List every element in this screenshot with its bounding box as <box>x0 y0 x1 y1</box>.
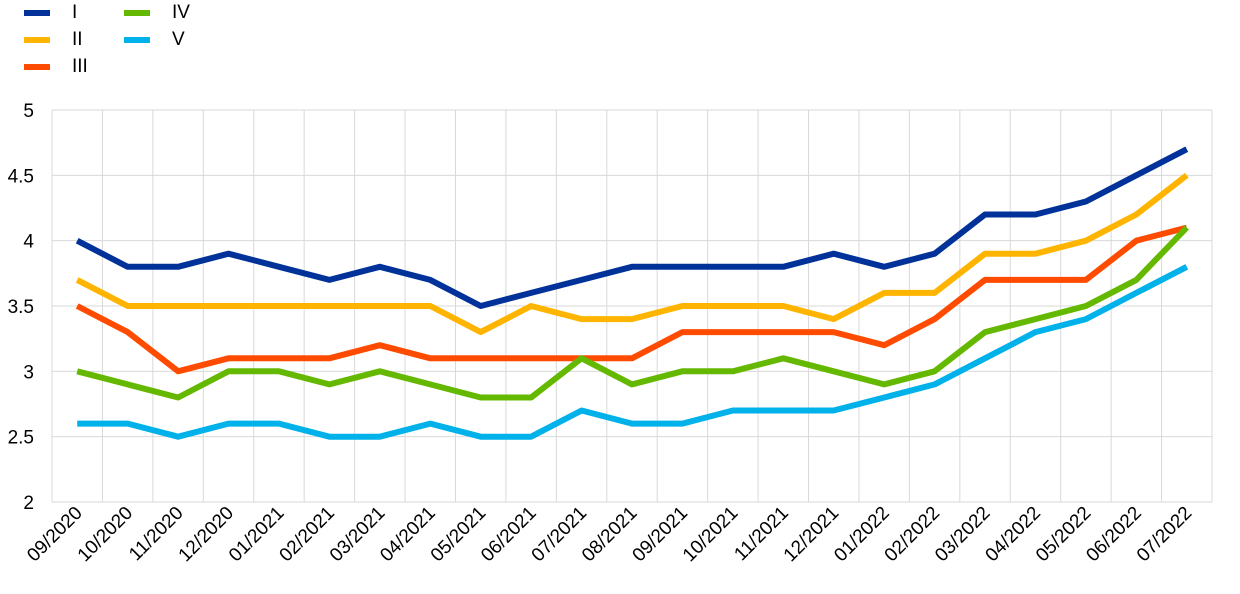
legend: I II III IV V <box>0 0 300 90</box>
y-tick-label: 2.5 <box>8 428 34 449</box>
y-tick-label: 4.5 <box>8 166 34 187</box>
x-tick-label: 10/2021 <box>679 503 742 566</box>
x-tick-label: 09/2021 <box>629 503 692 566</box>
x-tick-label: 06/2021 <box>477 503 540 566</box>
series-line-iv <box>76 225 1189 401</box>
x-tick-label: 03/2022 <box>931 503 994 566</box>
y-tick-label: 3.5 <box>8 297 34 318</box>
x-tick-label: 04/2022 <box>982 503 1045 566</box>
legend-swatch-iii <box>24 64 50 70</box>
y-tick-label: 4 <box>23 232 34 253</box>
x-tick-label: 01/2021 <box>225 503 288 566</box>
x-tick-label: 12/2021 <box>780 503 843 566</box>
series-line-iii <box>75 224 1188 375</box>
legend-swatch-iv <box>124 10 150 16</box>
legend-item-iv: IV <box>124 0 190 26</box>
y-tick-label: 5 <box>23 101 34 122</box>
legend-label-i: I <box>72 2 78 23</box>
legend-label-ii: II <box>72 29 83 50</box>
x-tick-label: 05/2022 <box>1032 503 1095 566</box>
x-tick-label: 07/2021 <box>528 503 591 566</box>
legend-label-iv: IV <box>172 2 190 23</box>
x-tick-label: 08/2021 <box>578 503 641 566</box>
series-line-ii <box>75 172 1189 336</box>
legend-swatch-i <box>24 10 50 16</box>
series-line-v <box>77 264 1189 440</box>
x-tick-label: 07/2022 <box>1133 503 1196 566</box>
legend-item-i: I <box>24 0 77 26</box>
series-line-i <box>75 146 1189 309</box>
legend-swatch-v <box>124 37 150 43</box>
legend-label-iii: III <box>72 56 88 77</box>
y-tick-label: 3 <box>23 362 34 383</box>
legend-label-v: V <box>172 29 185 50</box>
x-tick-label: 02/2021 <box>276 503 339 566</box>
legend-item-iii: III <box>24 54 88 80</box>
x-tick-label: 01/2022 <box>830 503 893 566</box>
x-tick-label: 04/2021 <box>376 503 439 566</box>
legend-item-v: V <box>124 27 185 53</box>
legend-swatch-ii <box>24 37 50 43</box>
x-tick-label: 02/2022 <box>881 503 944 566</box>
x-tick-label: 10/2020 <box>74 503 137 566</box>
legend-item-ii: II <box>24 27 83 53</box>
x-tick-label: 03/2021 <box>326 503 389 566</box>
x-tick-label: 05/2021 <box>427 503 490 566</box>
x-tick-label: 12/2020 <box>175 503 238 566</box>
y-tick-label: 2 <box>23 493 34 514</box>
x-tick-label: 06/2022 <box>1082 503 1145 566</box>
